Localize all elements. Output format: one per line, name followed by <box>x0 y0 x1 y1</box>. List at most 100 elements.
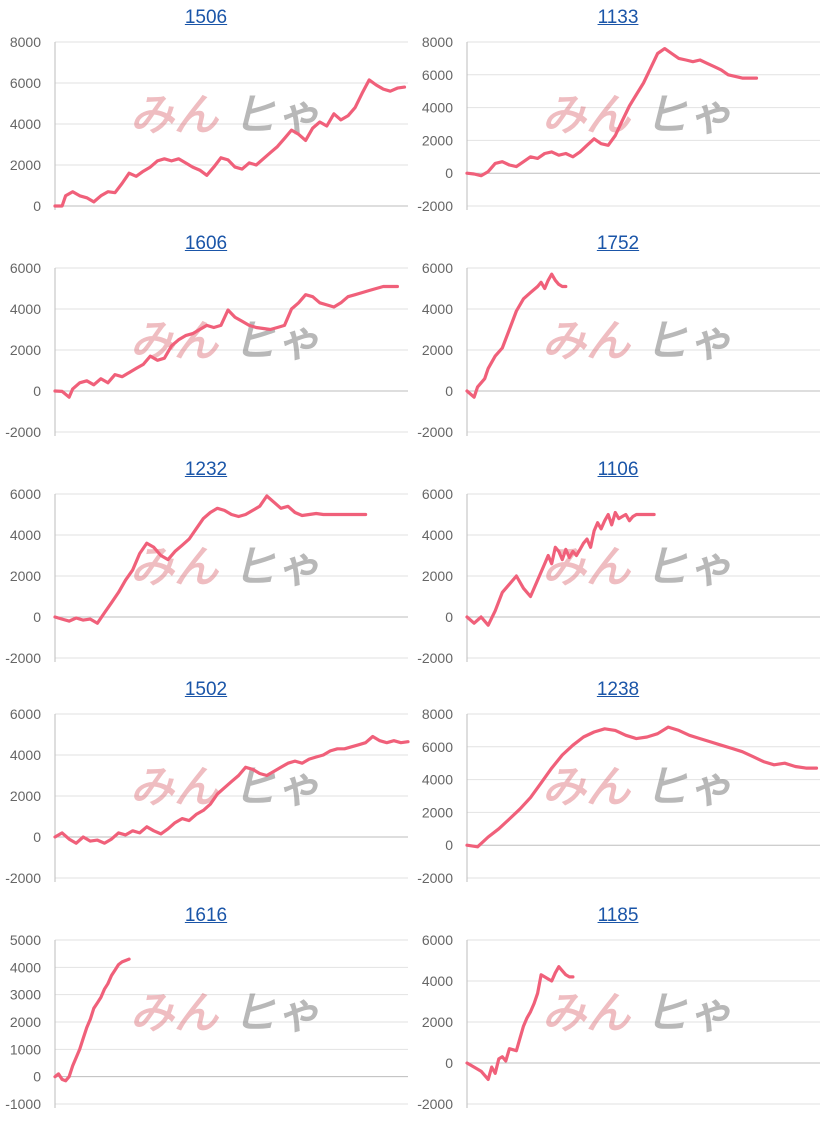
series-line-1 <box>465 46 759 178</box>
y-tick-label: 2000 <box>10 1014 41 1030</box>
chart-panel-7: 1502 -2000 0 2000 4000 6000 みん ヒゃ <box>0 672 412 898</box>
chart-title-link[interactable]: 1106 <box>597 459 639 480</box>
chart-panel-10: 1185 -2000 0 2000 4000 6000 みん ヒゃ <box>412 898 824 1124</box>
series-line-1 <box>465 272 568 399</box>
series-line-1 <box>53 494 368 625</box>
y-tick-label: 2000 <box>422 568 453 584</box>
chart-title-link[interactable]: 1752 <box>596 233 640 254</box>
y-tick-label: -1000 <box>5 1096 41 1112</box>
watermark-part1: みん <box>130 90 220 141</box>
watermark-part1: みん <box>542 988 632 1039</box>
y-tick-label: 1000 <box>10 1041 41 1057</box>
watermark-part2: ヒゃ <box>644 316 732 367</box>
y-tick-label: 4000 <box>10 747 41 763</box>
y-tick-label: 4000 <box>10 527 41 543</box>
watermark-part2: ヒゃ <box>644 762 732 813</box>
y-tick-label: -2000 <box>417 1096 453 1112</box>
y-tick-label: 6000 <box>10 486 41 502</box>
watermark-part2: ヒゃ <box>232 988 320 1039</box>
y-tick-label: 2000 <box>10 788 41 804</box>
y-tick-label: -2000 <box>417 198 453 214</box>
watermark-part1: みん <box>130 762 220 813</box>
y-tick-label: 0 <box>33 1069 41 1085</box>
y-tick-label: 2000 <box>10 342 41 358</box>
watermark-part2: ヒゃ <box>232 90 320 141</box>
y-tick-label: 6000 <box>422 932 453 948</box>
chart-1: 0 2000 4000 6000 8000 みん ヒゃ <box>10 34 408 214</box>
chart-panel-1: 1506 0 2000 4000 6000 8000 みん ヒゃ <box>0 0 412 226</box>
y-tick-label: -2000 <box>417 870 453 886</box>
chart-title-link[interactable]: 1185 <box>597 905 639 926</box>
y-tick-label: 4000 <box>10 116 41 132</box>
y-tick-label: 2000 <box>422 1014 453 1030</box>
series-line-1 <box>53 284 399 399</box>
y-tick-label: 2000 <box>422 804 453 820</box>
y-tick-label: 0 <box>33 829 41 845</box>
y-tick-label: 0 <box>445 1055 453 1071</box>
y-tick-label: 6000 <box>10 706 41 722</box>
watermark-part1: みん <box>130 988 220 1039</box>
y-tick-label: -2000 <box>5 870 41 886</box>
y-tick-label: 6000 <box>10 75 41 91</box>
watermark-part2: ヒゃ <box>644 90 732 141</box>
chart-title-link[interactable]: 1232 <box>184 459 228 480</box>
series-line-1 <box>465 965 575 1081</box>
chart-title-link[interactable]: 1238 <box>596 679 640 700</box>
chart-panel-6: 1106 -2000 0 2000 4000 6000 みん ヒゃ <box>412 452 824 678</box>
y-tick-label: 8000 <box>10 34 41 50</box>
y-tick-label: 3000 <box>10 987 41 1003</box>
y-tick-label: -2000 <box>417 650 453 666</box>
chart-title-link[interactable]: 1616 <box>184 905 228 926</box>
y-tick-label: 5000 <box>10 932 41 948</box>
y-tick-label: 8000 <box>422 706 453 722</box>
y-tick-label: 2000 <box>10 568 41 584</box>
chart-panel-5: 1232 -2000 0 2000 4000 6000 みん ヒゃ <box>0 452 412 678</box>
y-tick-label: -2000 <box>5 650 41 666</box>
y-tick-label: 6000 <box>422 739 453 755</box>
watermark-part2: ヒゃ <box>644 988 732 1039</box>
y-tick-label: 6000 <box>10 260 41 276</box>
series-line-1 <box>53 78 407 208</box>
y-tick-label: 0 <box>445 383 453 399</box>
watermark-part2: ヒゃ <box>644 542 732 593</box>
y-tick-label: 0 <box>33 609 41 625</box>
watermark-part2: ヒゃ <box>232 542 320 593</box>
chart-panel-4: 1752 -2000 0 2000 4000 6000 みん ヒゃ <box>412 226 824 452</box>
y-tick-label: -2000 <box>5 424 41 440</box>
y-tick-label: 2000 <box>10 157 41 173</box>
y-tick-label: 0 <box>445 609 453 625</box>
chart-title-link[interactable]: 1502 <box>184 679 228 700</box>
y-tick-label: 4000 <box>422 100 453 116</box>
watermark-part1: みん <box>542 762 632 813</box>
chart-panel-8: 1238 -2000 0 2000 4000 6000 8000 みん ヒゃ <box>412 672 824 898</box>
series-line-1 <box>465 510 656 627</box>
y-tick-label: 0 <box>33 198 41 214</box>
chart-9: -1000 0 1000 2000 3000 4000 5000 みん ヒゃ <box>5 932 408 1112</box>
chart-8: -2000 0 2000 4000 6000 8000 みん ヒゃ <box>417 706 820 886</box>
chart-panel-3: 1606 -2000 0 2000 4000 6000 みん ヒゃ <box>0 226 412 452</box>
chart-title-link[interactable]: 1506 <box>184 7 228 28</box>
chart-title-link[interactable]: 1606 <box>184 233 228 254</box>
y-tick-label: 4000 <box>422 301 453 317</box>
y-tick-label: 0 <box>445 165 453 181</box>
y-tick-label: 4000 <box>10 959 41 975</box>
y-tick-label: 6000 <box>422 260 453 276</box>
y-tick-label: 6000 <box>422 67 453 83</box>
series-line-1 <box>53 957 131 1083</box>
y-tick-label: -2000 <box>417 424 453 440</box>
chart-4: -2000 0 2000 4000 6000 みん ヒゃ <box>417 260 820 440</box>
chart-title-link[interactable]: 1133 <box>597 7 639 28</box>
y-tick-label: 4000 <box>10 301 41 317</box>
y-tick-label: 4000 <box>422 527 453 543</box>
y-tick-label: 2000 <box>422 132 453 148</box>
y-tick-label: 8000 <box>422 34 453 50</box>
y-tick-label: 4000 <box>422 772 453 788</box>
y-tick-label: 2000 <box>422 342 453 358</box>
watermark-part1: みん <box>542 316 632 367</box>
y-tick-label: 6000 <box>422 486 453 502</box>
chart-2: -2000 0 2000 4000 6000 8000 みん ヒゃ <box>417 34 820 214</box>
